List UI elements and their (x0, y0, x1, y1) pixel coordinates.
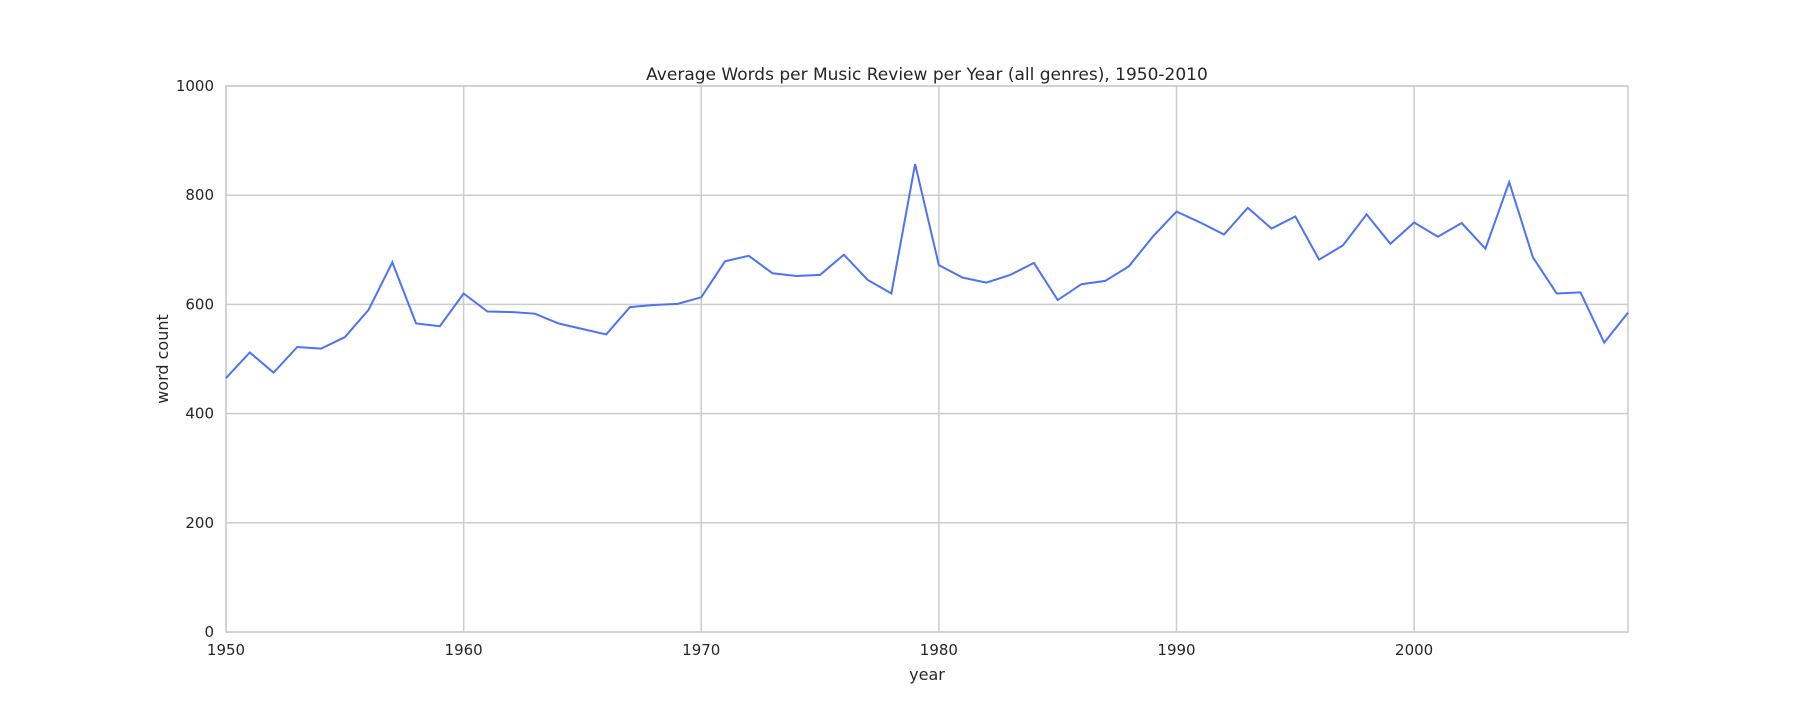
y-tick-label: 600 (185, 295, 214, 313)
x-tick-label: 2000 (1395, 641, 1433, 659)
y-axis-label: word count (153, 314, 172, 404)
chart-title: Average Words per Music Review per Year … (646, 65, 1208, 85)
plot-background (226, 86, 1628, 632)
x-tick-label: 1970 (682, 641, 720, 659)
x-tick-label: 1950 (207, 641, 245, 659)
x-tick-label: 1980 (920, 641, 958, 659)
x-tick-label: 1990 (1157, 641, 1195, 659)
x-axis: 1950 1960 1970 1980 1990 2000 (207, 641, 1433, 659)
y-tick-label: 400 (185, 405, 214, 423)
y-tick-label: 0 (204, 623, 214, 641)
x-tick-label: 1960 (445, 641, 483, 659)
y-tick-label: 200 (185, 514, 214, 532)
x-axis-label: year (909, 665, 945, 684)
y-axis: 0 200 400 600 800 1000 (176, 77, 214, 641)
series-line (225, 163, 1629, 379)
y-tick-label: 1000 (176, 77, 214, 95)
plot-frame (225, 85, 1629, 633)
y-tick-label: 800 (185, 186, 214, 204)
